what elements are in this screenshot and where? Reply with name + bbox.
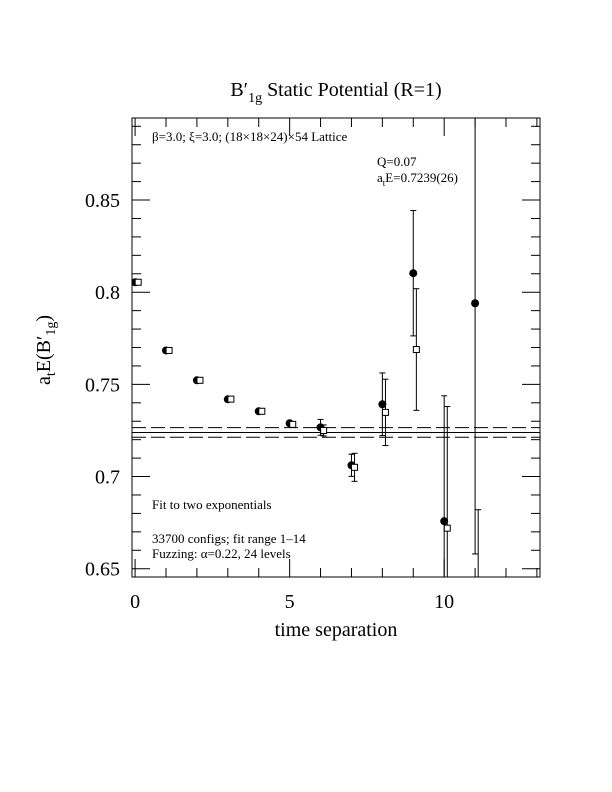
point bbox=[409, 269, 418, 278]
x-tick-label: 0 bbox=[130, 591, 140, 613]
point bbox=[289, 420, 297, 428]
title-part: Static Potential (R=1) bbox=[262, 79, 442, 101]
y-axis-label: atE(B′1g) bbox=[33, 315, 59, 385]
annotation-part: E=0.7239(26) bbox=[385, 170, 458, 185]
point bbox=[378, 400, 387, 409]
y-tick-label: 0.75 bbox=[85, 374, 120, 396]
y-tick-label: 0.85 bbox=[85, 190, 120, 212]
point bbox=[320, 426, 328, 434]
y-tick-label: 0.7 bbox=[95, 467, 120, 489]
point bbox=[134, 278, 142, 286]
point bbox=[443, 524, 451, 532]
x-axis-label: time separation bbox=[275, 619, 398, 641]
annotation-part: a bbox=[377, 170, 383, 185]
x-tick-label: 10 bbox=[434, 591, 454, 613]
annotation: Fit to two exponentials bbox=[152, 497, 272, 512]
annotation: atE=0.7239(26) bbox=[377, 170, 458, 188]
point bbox=[258, 407, 266, 415]
chart-title: B′1g Static Potential (R=1) bbox=[230, 79, 441, 106]
y-label-subscript: 1g bbox=[44, 322, 59, 336]
point bbox=[165, 346, 173, 354]
x-tick-label: 5 bbox=[285, 591, 295, 613]
point bbox=[440, 517, 449, 526]
point bbox=[381, 408, 389, 416]
annotation: Fuzzing: α=0.22, 24 levels bbox=[152, 546, 291, 561]
y-label-subscript: t bbox=[44, 372, 59, 376]
point bbox=[351, 463, 359, 471]
annotation: Q=0.07 bbox=[377, 154, 417, 169]
y-label-part: E(B′ bbox=[33, 336, 55, 373]
title-subscript: 1g bbox=[248, 91, 262, 106]
y-tick-label: 0.65 bbox=[85, 559, 120, 581]
title-part: B′ bbox=[230, 79, 248, 101]
annotation: 33700 configs; fit range 1–14 bbox=[152, 531, 306, 546]
point bbox=[471, 299, 480, 308]
y-tick-label: 0.8 bbox=[95, 282, 120, 304]
point bbox=[196, 376, 204, 384]
plot-area bbox=[132, 118, 540, 577]
point bbox=[412, 346, 420, 354]
annotation-subscript: t bbox=[383, 178, 386, 188]
annotation: β=3.0; ξ=3.0; (18×18×24)×54 Lattice bbox=[152, 129, 348, 144]
y-label-part: ) bbox=[33, 315, 55, 322]
point bbox=[227, 395, 235, 403]
y-label-part: a bbox=[33, 376, 55, 385]
